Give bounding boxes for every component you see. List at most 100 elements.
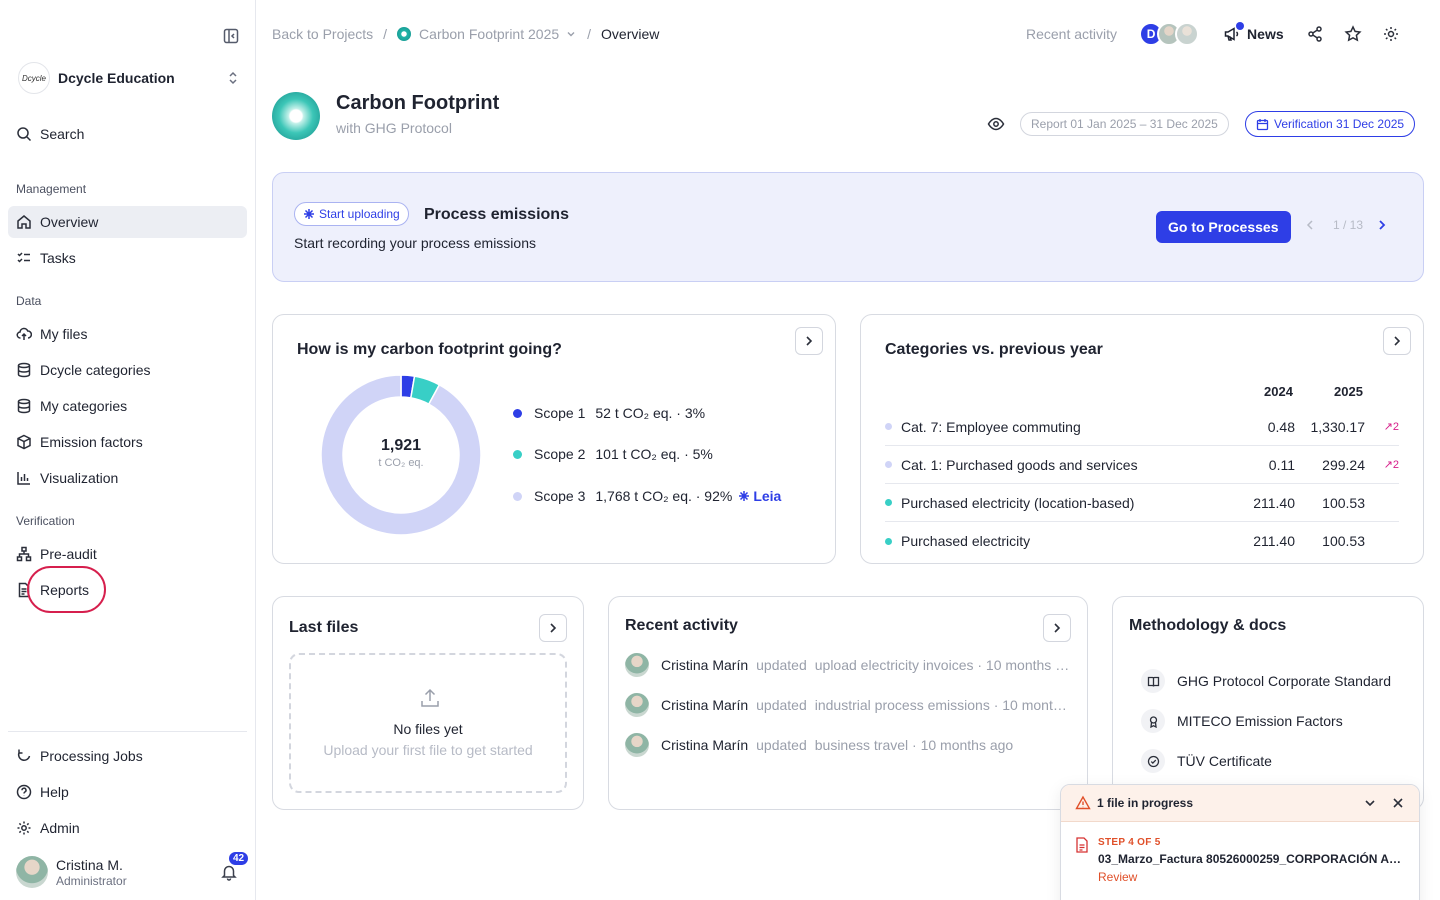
sidebar-item-label: Search: [40, 126, 85, 142]
sidebar-item-label: Emission factors: [40, 434, 143, 450]
table-row[interactable]: Cat. 1: Purchased goods and services 0.11…: [885, 446, 1399, 484]
toast-header[interactable]: 1 file in progress: [1061, 785, 1419, 822]
donut-unit: t CO₂ eq.: [378, 457, 424, 469]
carbon-footprint-card: How is my carbon footprint going? 1,921 …: [272, 314, 836, 564]
sidebar-item-tasks[interactable]: Tasks: [8, 242, 247, 274]
sidebar-item-admin[interactable]: Admin: [8, 812, 247, 844]
list-item[interactable]: Cristina Marín updated business travel · 1…: [625, 733, 1071, 757]
sidebar-item-label: Help: [40, 784, 69, 800]
sidebar-item-label: Processing Jobs: [40, 748, 143, 764]
sidebar-item-search[interactable]: Search: [8, 118, 247, 150]
category-swatch: [885, 499, 892, 506]
breadcrumb-back-link[interactable]: Back to Projects: [272, 26, 374, 42]
chevron-up-down-icon: [226, 71, 240, 85]
chevron-right-icon: [806, 336, 813, 346]
category-name: Cat. 7: Employee commuting: [901, 418, 1081, 435]
upload-icon: [419, 687, 441, 709]
sidebar-item-overview[interactable]: Overview: [8, 206, 247, 238]
legend-value: 1,768 t CO₂ eq. · 92%: [595, 488, 733, 504]
scope-donut-chart: [321, 375, 481, 535]
value-2025: 1,330.17: [1310, 418, 1366, 435]
section-verification: Verification: [16, 514, 75, 528]
donut-slice-scope-3[interactable]: [321, 375, 481, 535]
notifications-bell-icon[interactable]: 42: [220, 851, 250, 881]
badge-label: Start uploading: [319, 207, 400, 221]
breadcrumb-project-link[interactable]: Carbon Footprint 2025: [419, 26, 560, 42]
sidebar-item-visualization[interactable]: Visualization: [8, 462, 247, 494]
doc-link-tuv[interactable]: TÜV Certificate: [1141, 749, 1272, 773]
open-files-button[interactable]: [539, 614, 567, 642]
recent-activity-link[interactable]: Recent activity: [1026, 26, 1118, 42]
value-2024: 211.40: [1253, 533, 1295, 549]
open-categories-button[interactable]: [1383, 327, 1411, 355]
donut-center: 1,921 t CO₂ eq.: [321, 437, 481, 469]
doc-link-ghg[interactable]: GHG Protocol Corporate Standard: [1141, 669, 1391, 693]
legend-name: Scope 3: [534, 488, 586, 504]
megaphone-icon: [1223, 25, 1241, 43]
doc-link-miteco[interactable]: MITECO Emission Factors: [1141, 709, 1343, 733]
sidebar-item-processing-jobs[interactable]: Processing Jobs: [8, 740, 247, 772]
chevron-down-icon[interactable]: [1363, 796, 1377, 810]
sidebar-item-pre-audit[interactable]: Pre-audit: [8, 538, 247, 570]
file-dropzone[interactable]: No files yet Upload your first file to g…: [289, 653, 567, 793]
table-row[interactable]: Purchased electricity (location-based) 21…: [885, 484, 1399, 522]
sidebar-item-label: Dcycle categories: [40, 362, 151, 378]
book-icon: [1141, 669, 1165, 693]
activity-target: business travel · 10 months ago: [814, 737, 1014, 753]
org-switcher[interactable]: Dcycle Dcycle Education: [18, 60, 240, 96]
sidebar-item-dcycle-categories[interactable]: Dcycle categories: [8, 354, 247, 386]
upload-progress-toast: 1 file in progress STEP 4 OF 5 03_Marzo_…: [1060, 784, 1420, 900]
table-row[interactable]: Purchased electricity 211.40 100.53: [885, 522, 1399, 560]
pager-count: 1 / 13: [1333, 218, 1364, 232]
sidebar-collapse-icon[interactable]: [222, 27, 240, 45]
close-icon[interactable]: [1391, 796, 1405, 810]
sidebar-item-emission-factors[interactable]: Emission factors: [8, 426, 247, 458]
leia-link[interactable]: Leia: [738, 488, 781, 504]
table-row[interactable]: Cat. 7: Employee commuting 0.48 1,330.17 ↗2: [885, 408, 1399, 446]
review-link[interactable]: Review: [1098, 870, 1138, 884]
open-activity-button[interactable]: [1043, 614, 1071, 642]
go-to-processes-button[interactable]: Go to Processes: [1156, 211, 1291, 243]
collaborator-avatars[interactable]: D: [1139, 22, 1200, 46]
category-name: Cat. 1: Purchased goods and services: [901, 456, 1138, 473]
star-icon[interactable]: [1344, 25, 1362, 43]
list-item[interactable]: Cristina Marín updated upload electricity …: [625, 653, 1071, 677]
user-profile[interactable]: Cristina M. Administrator 42: [16, 851, 250, 889]
sidebar-item-my-categories[interactable]: My categories: [8, 390, 247, 422]
value-2024: 211.40: [1253, 494, 1295, 511]
sidebar-item-my-files[interactable]: My files: [8, 318, 247, 350]
sparkle-icon: [739, 491, 750, 501]
sidebar: Dcycle Dcycle Education Search Managemen…: [0, 0, 256, 900]
chevron-right-icon[interactable]: [1375, 218, 1389, 232]
column-header-2024: 2024: [1264, 384, 1293, 399]
help-circle-icon: [16, 784, 32, 800]
news-button[interactable]: News: [1223, 22, 1284, 43]
org-logo: Dcycle: [18, 62, 50, 94]
report-period-pill[interactable]: Report 01 Jan 2025 – 31 Dec 2025: [1020, 112, 1229, 136]
categories-card: Categories vs. previous year 2024 2025 C…: [860, 314, 1424, 564]
verification-date-pill[interactable]: Verification 31 Dec 2025: [1245, 111, 1416, 137]
gear-icon[interactable]: [1382, 25, 1400, 43]
activity-target: upload electricity invoices · 10 months …: [814, 657, 1071, 673]
chevron-left-icon[interactable]: [1303, 218, 1317, 232]
chevron-down-icon[interactable]: [565, 28, 577, 40]
doc-label: MITECO Emission Factors: [1177, 713, 1343, 729]
category-swatch: [885, 537, 892, 545]
legend-value: 52 t CO₂ eq. · 3%: [595, 405, 706, 421]
legend-name: Scope 2: [534, 446, 586, 462]
banner-subtitle: Start recording your process emissions: [294, 235, 536, 251]
avatar: [625, 653, 649, 677]
avatar: [16, 856, 48, 888]
sidebar-item-help[interactable]: Help: [8, 776, 247, 808]
eye-icon[interactable]: [987, 116, 1005, 132]
page-title: Carbon Footprint: [336, 92, 500, 114]
leia-label: Leia: [753, 488, 782, 504]
activity-user: Cristina Marín: [661, 657, 749, 673]
news-unread-dot: [1236, 22, 1245, 30]
value-2025: 299.24: [1322, 456, 1365, 473]
list-item[interactable]: Cristina Marín updated industrial process …: [625, 693, 1071, 717]
share-icon[interactable]: [1306, 25, 1324, 43]
topbar-actions: Recent activity D News: [1026, 20, 1400, 48]
open-footprint-button[interactable]: [795, 327, 823, 355]
trend-up-icon: ↗2: [1383, 459, 1399, 471]
